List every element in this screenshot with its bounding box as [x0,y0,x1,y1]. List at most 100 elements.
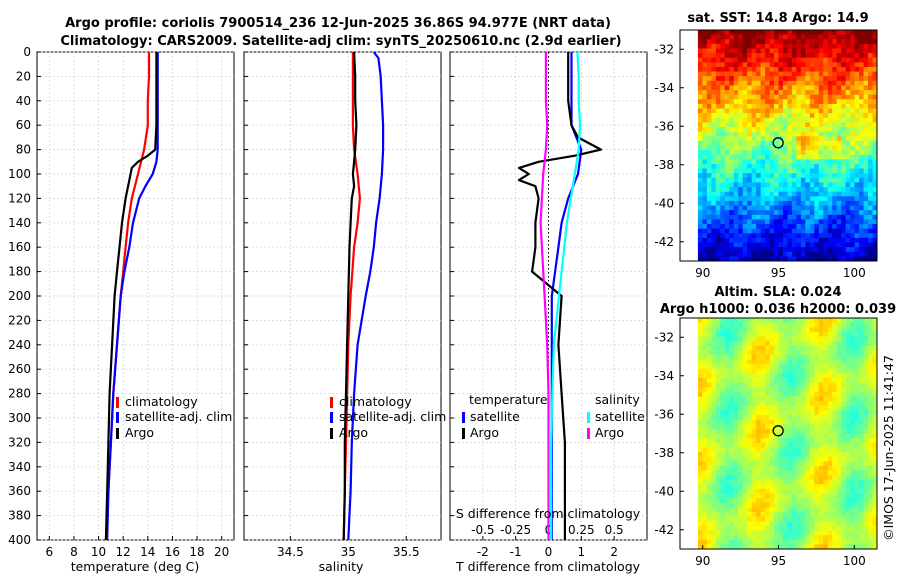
sst-cell [818,219,824,225]
sla-cell [751,539,757,545]
sst-cell [769,247,775,253]
sla-cell [845,419,851,425]
sla-cell [800,539,806,545]
sla-cell [872,354,878,360]
sla-cell [832,516,838,522]
sst-cell [680,140,685,146]
sla-cell [684,442,690,448]
sla-cell [769,331,775,337]
sst-cell [684,127,690,133]
sst-cell [760,177,766,183]
sla-cell [747,442,753,448]
sla-cell [715,456,721,462]
sla-cell [742,470,748,476]
sla-cell [688,539,694,545]
sla-cell [827,350,833,356]
sla-cell [836,498,842,504]
sla-cell [756,539,761,545]
sla-cell [841,415,847,421]
sst-cell [850,30,856,36]
sst-cell [756,145,761,151]
sla-cell [711,521,717,527]
sla-cell [823,350,829,356]
sst-cell [818,57,824,63]
sla-cell [796,502,802,508]
sst-cell [818,256,824,262]
sla-cell [693,405,699,411]
sst-cell [774,43,779,49]
sla-cell [791,465,797,471]
sla-cell [774,368,779,374]
sst-cell [868,136,873,142]
sla-cell [823,410,829,416]
sla-cell [814,410,820,416]
sla-cell [697,530,703,536]
sst-cell [809,196,815,202]
sla-cell [774,451,779,457]
sla-cell [720,415,726,421]
sst-cell [805,205,811,211]
sst-cell [733,80,739,86]
legend-satellite-adj: satellite-adj. clim [125,409,232,424]
sst-cell [805,103,811,109]
sst-cell [818,103,824,109]
sla-cell [742,359,748,365]
sst-cell [756,94,761,100]
sla-cell [684,336,690,342]
sst-cell [787,228,793,234]
sst-cell [711,191,717,197]
sla-cell [756,493,761,499]
sst-cell [688,113,694,119]
sst-cell [729,122,735,128]
sst-cell [756,131,761,137]
sla-cell [693,516,699,522]
series-line-salinity-argo [539,52,550,540]
sst-cell [738,177,744,183]
sst-cell [729,80,735,86]
sla-cell [738,484,744,490]
sst-cell [827,99,833,105]
sla-cell [859,327,864,333]
sst-cell [859,145,864,151]
sst-cell [814,219,820,225]
sst-cell [863,242,869,248]
sst-cell [823,80,829,86]
sst-cell [684,53,690,59]
sla-cell [760,465,766,471]
sst-cell [747,39,753,45]
sla-cell [818,322,824,328]
sst-cell [693,159,699,165]
sla-cell [684,507,690,513]
sla-cell [778,368,784,374]
sla-cell [760,470,766,476]
sst-cell [787,90,793,96]
sst-cell [836,48,842,54]
sla-cell [841,535,847,541]
sla-cell [769,479,775,485]
sst-cell [751,168,757,174]
sst-cell [769,131,775,137]
sla-cell [778,350,784,356]
sst-cell [680,219,685,225]
sst-cell [760,99,766,105]
sst-cell [872,251,878,257]
sla-cell [729,498,735,504]
sla-cell [841,442,847,448]
sla-cell [747,488,753,494]
sla-cell [756,391,761,397]
sst-cell [787,94,793,100]
sst-cell [742,177,748,183]
sst-cell [778,80,784,86]
sst-cell [720,177,726,183]
sst-cell [774,57,779,63]
sst-cell [832,39,838,45]
sla-cell [751,530,757,536]
sst-cell [863,53,869,59]
sla-cell [756,433,761,439]
sla-cell [800,442,806,448]
sla-cell [774,539,779,545]
sst-cell [850,200,856,206]
sst-cell [733,247,739,253]
sst-cell [850,122,856,128]
sst-cell [872,99,878,105]
